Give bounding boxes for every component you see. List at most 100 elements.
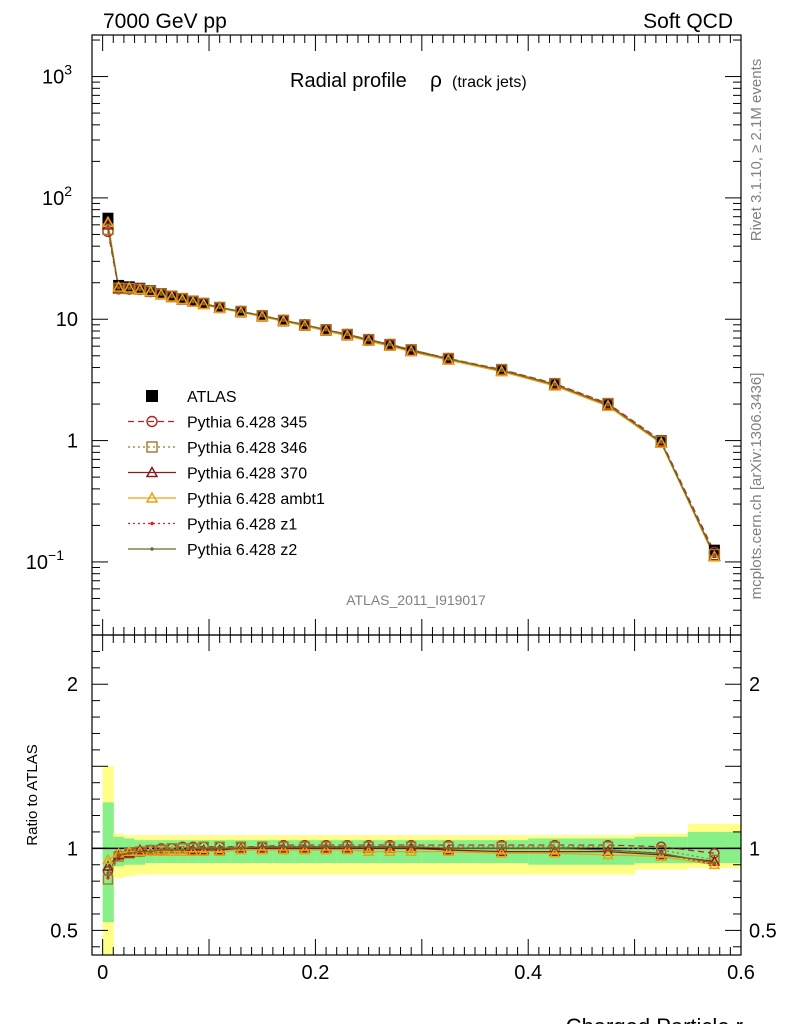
ratio-point-s3-5 [155,845,167,856]
main-point-s4-24 [654,436,668,449]
main-point-s6-24 [659,440,663,444]
main-point-s6-6 [170,294,174,299]
ratio-point-s5-6 [170,848,174,852]
ratio-point-s3-13 [277,843,290,855]
ratio-point-s5-4 [148,850,153,854]
main-point-s6-17 [366,337,371,342]
legend-label-6: Pythia 6.428 z2 [187,542,297,559]
ratio-point-s3-22 [549,847,561,858]
main-point-s6-21 [499,368,504,372]
legend-label-3: Pythia 6.428 370 [187,466,307,483]
main-point-s6-15 [324,327,328,332]
main-point-s4-16 [341,329,354,341]
header-right-label: Soft QCD [643,10,733,33]
main-point-s6-22 [553,382,557,387]
ratio-point-s5-13 [281,845,286,849]
ratio-point-s5-0 [106,871,110,875]
main-point-s4-14 [298,319,312,331]
ratio-point-s5-19 [409,845,413,849]
ratio-point-s1-6 [166,843,177,854]
header-left-label: 7000 GeV pp [103,10,227,33]
ratio-point-s5-18 [388,845,392,849]
ratio-point-s5-21 [500,846,504,850]
main-point-s4-15 [319,324,333,336]
legend: ATLAS Pythia 6.428 345 Pythia 6.428 346 Pyt… [128,389,325,559]
main-y-tick-label-2: 10 [56,309,78,331]
ratio-point-s3-23 [602,848,614,860]
main-point-s6-1 [116,285,121,290]
main-point-s6-19 [409,348,413,352]
main-point-s2-23 [602,397,614,410]
legend-label-0: ATLAS [187,389,237,406]
main-point-s6-4 [148,289,153,294]
ratio-point-s5-23 [606,848,610,852]
ratio-point-s3-15 [320,843,332,855]
ratio-point-s2-24 [655,848,667,860]
ratio-series-line-5 [107,846,715,874]
ratio-point-s3-17 [362,845,375,856]
main-point-s4-25 [708,550,721,562]
main-point-s4-22 [548,379,562,391]
ratio-point-s3-7 [176,845,189,856]
main-point-s2-21 [495,363,508,376]
legend-marker-2 [146,441,158,453]
ratio-point-s2-20 [442,843,455,855]
legend-marker-1 [146,415,158,428]
ratio-point-s5-16 [345,845,349,849]
main-point-s6-25 [712,553,717,557]
main-point-s4-17 [362,334,375,346]
x-tick-label-2: 0.4 [514,962,542,984]
legend-marker-4 [145,491,159,503]
ratio-y-tick-label-right-0: 0.5 [749,920,777,942]
main-y-tick-label-4: 10−1 [26,547,64,574]
main-point-s4-4 [144,285,157,297]
main-point-s6-16 [345,332,350,337]
main-point-s4-7 [176,293,189,305]
main-point-s6-14 [303,323,307,327]
legend-label-1: Pythia 6.428 345 [187,415,307,432]
ratio-point-s5-8 [191,846,195,850]
analysis-watermark: ATLAS_2011_I919017 [346,592,486,608]
main-point-s6-9 [201,302,206,306]
ratio-point-s4-0 [106,876,110,880]
main-point-s4-19 [404,345,418,357]
ratio-point-s5-5 [159,848,163,852]
main-point-s4-3 [133,282,147,295]
x-tick-label-1: 0.2 [302,962,330,984]
x-axis-label: Charged Particle r [566,1014,743,1024]
ratio-point-s2-12 [256,842,269,853]
ratio-y-tick-label-left-0: 0.5 [50,920,78,942]
main-point-s4-12 [255,310,269,322]
legend-label-4: Pythia 6.428 ambt1 [187,491,325,508]
ratio-point-s0-0 [102,866,114,877]
main-point-s0-1 [113,279,125,291]
legend-marker-5 [150,521,154,526]
main-point-s4-21 [495,365,508,377]
main-point-s4-23 [601,399,615,411]
ratio-point-s1-0 [102,874,114,885]
main-point-s6-7 [180,297,185,301]
ratio-point-s5-10 [218,846,222,850]
ratio-point-s2-3 [134,843,146,855]
ratio-point-s3-16 [341,843,354,855]
ratio-point-s3-2 [123,845,136,856]
legend-label-2: Pythia 6.428 346 [187,440,307,457]
ratio-point-s3-9 [197,845,210,856]
legend-marker-0 [146,390,158,402]
ratio-point-s5-14 [303,845,307,849]
ratio-point-s5-22 [553,846,557,850]
main-point-s6-23 [606,403,610,407]
ratio-point-s3-14 [299,843,311,855]
ratio-plot-panel: Ratio to ATLAS Charged Particle r 0 0.2 0.… [24,634,777,1024]
ratio-point-s2-8 [187,843,199,855]
x-tick-label-0: 0 [97,962,108,984]
main-y-tick-label-3: 1 [67,431,78,453]
main-title: Radial profile [290,70,407,92]
main-point-s6-10 [217,305,222,310]
ratio-point-s5-2 [127,851,131,855]
ratio-point-s5-15 [324,845,328,849]
ratio-point-s5-20 [446,846,451,850]
ratio-point-s2-9 [197,843,210,855]
ratio-point-s3-19 [405,845,417,856]
